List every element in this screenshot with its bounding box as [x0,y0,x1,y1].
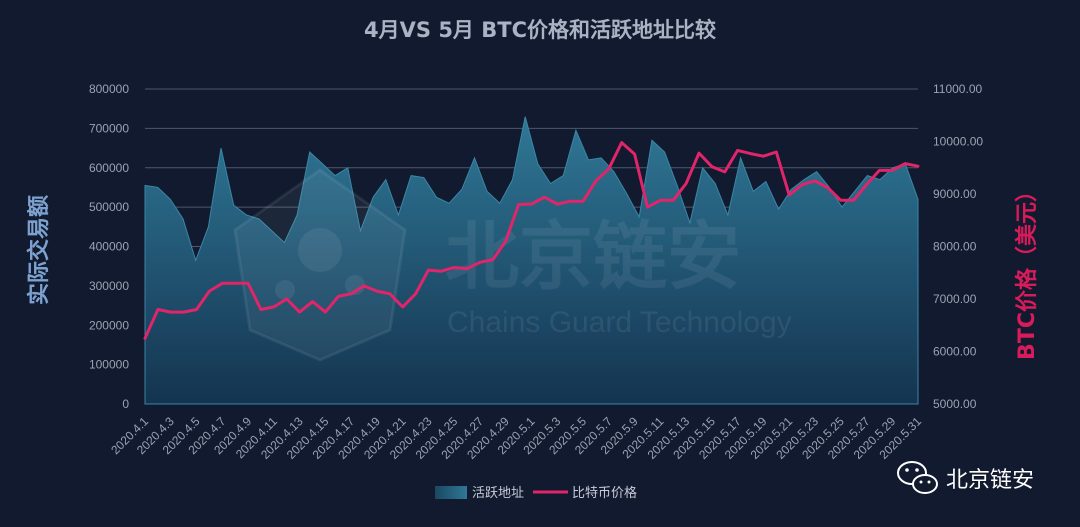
y-left-tick-label: 100000 [89,358,129,372]
y-left-tick-label: 800000 [89,82,129,96]
legend-label-area: 活跃地址 [472,486,524,501]
legend-swatch-area [435,486,467,499]
active-addresses-area [144,116,919,405]
y-axis-left-label: 实际交易额 [26,195,52,305]
legend: 活跃地址 比特币价格 [435,485,637,501]
y-left-tick-label: 500000 [89,200,129,214]
series-btc-price-line [143,141,920,340]
watermark-cn: 北京链安 [445,214,741,300]
y-left-tick-label: 400000 [89,240,129,254]
chart-title: 4月VS 5月 BTC价格和活跃地址比较 [364,18,716,42]
y-right-tick-label: 7000.00 [933,292,977,306]
series-active-addresses-area [144,116,919,405]
y-left-tick-label: 0 [122,397,129,411]
y-left-tick-label: 200000 [89,318,129,332]
wechat-icon [897,461,938,494]
brand-label: 北京链安 [946,468,1034,493]
y-right-tick-label: 5000.00 [933,397,977,411]
y-axis-right: 5000.00 6000.00 7000.00 8000.00 9000.00 10000… [933,82,983,411]
y-right-tick-label: 8000.00 [933,240,977,254]
legend-label-line: 比特币价格 [572,485,637,501]
watermark-en: Chains Guard Technology [447,306,792,339]
y-left-tick-label: 300000 [89,279,129,293]
y-right-tick-label: 11000.00 [933,82,982,96]
watermark-node [275,280,295,300]
y-right-tick-label: 6000.00 [933,345,977,359]
watermark: 北京链安 Chains Guard Technology [233,168,792,362]
brand: 北京链安 [897,461,1034,494]
watermark-node [298,228,342,272]
btc-price-line [143,141,920,340]
watermark-hexagon [233,168,407,362]
y-left-tick-label: 600000 [89,161,129,175]
y-axis-left: 0 100000 200000 300000 400000 500000 600000 700… [89,82,129,411]
y-right-tick-label: 9000.00 [933,187,977,201]
y-axis-right-label: BTC价格（美元） [1014,180,1040,360]
y-right-tick-label: 10000.00 [933,135,983,149]
y-left-tick-label: 700000 [89,121,129,135]
